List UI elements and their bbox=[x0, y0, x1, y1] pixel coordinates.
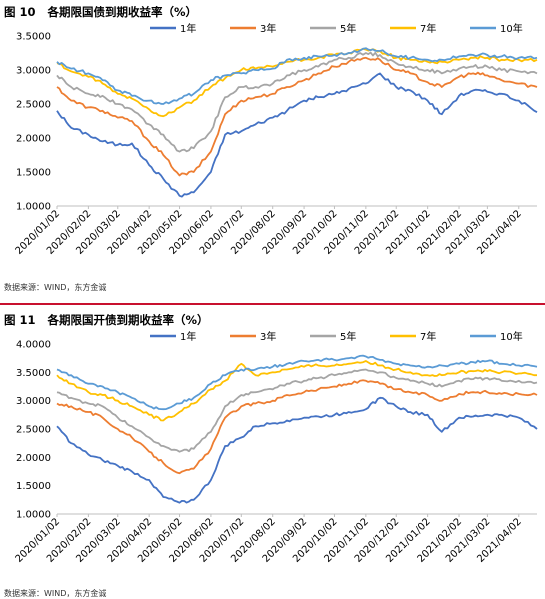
y-tick-label: 1.5000 bbox=[16, 168, 51, 179]
figure-title: 图 10 各期限国债到期收益率（%） bbox=[4, 5, 198, 19]
y-tick-label: 2.5000 bbox=[16, 100, 51, 111]
series-line bbox=[56, 47, 538, 118]
y-tick-label: 2.0000 bbox=[16, 453, 51, 464]
chart-2: 1年 3年 5年 7年 10年 1.0000 1.5000 2.0000 2.5000 3.000… bbox=[0, 330, 545, 589]
series-line bbox=[56, 360, 537, 422]
legend-item: 1年 bbox=[150, 330, 196, 343]
chart-2-svg: 1年 3年 5年 7年 10年 1.0000 1.5000 2.0000 2.5000 3.000… bbox=[14, 330, 538, 565]
legend-label: 1年 bbox=[180, 22, 196, 35]
legend-item: 3年 bbox=[230, 330, 276, 343]
legend-label: 7年 bbox=[420, 22, 436, 35]
y-tick-label: 2.5000 bbox=[16, 425, 51, 436]
y-tick-label: 1.0000 bbox=[16, 510, 51, 521]
legend-label: 5年 bbox=[340, 22, 356, 35]
legend-label: 3年 bbox=[260, 330, 276, 343]
series-line bbox=[56, 72, 538, 198]
legend-item: 5年 bbox=[310, 330, 356, 343]
divider bbox=[0, 303, 545, 305]
series-line bbox=[56, 368, 538, 453]
legend-item: 10年 bbox=[470, 330, 523, 343]
legend-item: 5年 bbox=[310, 22, 356, 35]
legend-item: 3年 bbox=[230, 22, 276, 35]
y-tick-label: 3.5000 bbox=[16, 32, 51, 43]
legend-item: 10年 bbox=[470, 22, 523, 35]
legend-label: 5年 bbox=[340, 330, 356, 343]
legend-label: 10年 bbox=[500, 330, 523, 343]
series-line bbox=[56, 396, 538, 504]
legend-item: 7年 bbox=[390, 330, 436, 343]
series-line bbox=[56, 56, 538, 177]
y-tick-label: 3.0000 bbox=[16, 66, 51, 77]
legend-item: 7年 bbox=[390, 22, 436, 35]
series-line bbox=[56, 51, 538, 153]
y-tick-label: 1.5000 bbox=[16, 481, 51, 492]
legend-label: 7年 bbox=[420, 330, 436, 343]
chart-1: 1年 3年 5年 7年 10年 1.0000 1.5000 2.0000 2.5000 3.000… bbox=[0, 22, 545, 281]
series-line bbox=[56, 379, 538, 475]
y-tick-label: 3.5000 bbox=[16, 368, 51, 379]
y-tick-label: 3.0000 bbox=[16, 396, 51, 407]
figure-title: 图 11 各期限国开债到期收益率（%） bbox=[4, 313, 209, 327]
figure-source: 数据来源：WIND，东方金诚 bbox=[4, 589, 107, 598]
legend-item: 1年 bbox=[150, 22, 196, 35]
y-tick-label: 4.0000 bbox=[16, 340, 51, 351]
y-tick-label: 1.0000 bbox=[16, 202, 51, 213]
figure-source: 数据来源：WIND，东方金诚 bbox=[4, 283, 107, 292]
legend-label: 1年 bbox=[180, 330, 196, 343]
chart-1-svg: 1年 3年 5年 7年 10年 1.0000 1.5000 2.0000 2.5000 3.000… bbox=[14, 22, 538, 257]
legend-label: 3年 bbox=[260, 22, 276, 35]
series-line bbox=[56, 354, 538, 411]
legend-label: 10年 bbox=[500, 22, 523, 35]
series-line bbox=[56, 47, 538, 105]
y-tick-label: 2.0000 bbox=[16, 134, 51, 145]
